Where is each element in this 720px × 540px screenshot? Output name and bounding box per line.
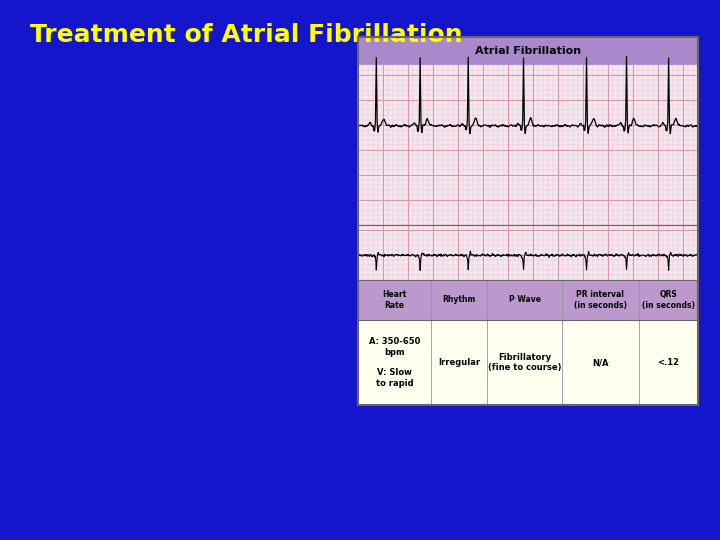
Bar xyxy=(487,280,562,320)
Bar xyxy=(562,320,639,405)
Text: Heart
Rate: Heart Rate xyxy=(382,291,407,310)
Bar xyxy=(358,65,698,225)
Text: <.12: <.12 xyxy=(657,358,679,367)
Text: N/A: N/A xyxy=(592,358,608,367)
Bar xyxy=(358,37,698,405)
Text: Rhythm: Rhythm xyxy=(443,295,476,305)
Bar xyxy=(358,280,431,320)
Bar xyxy=(639,320,698,405)
Bar xyxy=(358,225,698,280)
Bar xyxy=(639,280,698,320)
Bar xyxy=(562,280,639,320)
Text: Fibrillatory
(fine to course): Fibrillatory (fine to course) xyxy=(488,353,562,372)
Bar xyxy=(358,37,698,65)
Text: Treatment of Atrial Fibrillation: Treatment of Atrial Fibrillation xyxy=(30,23,463,47)
Bar xyxy=(431,320,487,405)
Text: A: 350-650
bpm

V: Slow
to rapid: A: 350-650 bpm V: Slow to rapid xyxy=(369,337,420,388)
Text: QRS
(in seconds): QRS (in seconds) xyxy=(642,291,695,310)
Text: P Wave: P Wave xyxy=(508,295,541,305)
Bar xyxy=(358,320,431,405)
Text: Atrial Fibrillation: Atrial Fibrillation xyxy=(475,46,581,56)
Bar xyxy=(487,320,562,405)
Text: Irregular: Irregular xyxy=(438,358,480,367)
Text: PR interval
(in seconds): PR interval (in seconds) xyxy=(574,291,626,310)
Bar xyxy=(431,280,487,320)
